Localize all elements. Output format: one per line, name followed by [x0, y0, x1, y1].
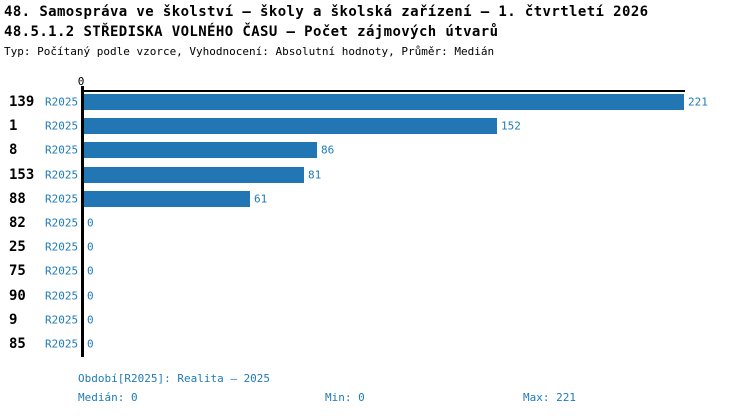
bar — [84, 118, 497, 135]
bar-value-label: 0 — [87, 264, 94, 278]
row-series-label: R2025 — [45, 143, 79, 157]
row-category-label: 25 — [9, 239, 26, 256]
chart-rows: 139 R2025 221 1 R2025 152 8 R2025 86 153… — [0, 90, 750, 356]
row-series-label: R2025 — [45, 168, 79, 182]
stat-max: Max: 221 — [523, 391, 576, 404]
stat-min: Min: 0 — [325, 391, 365, 404]
bar — [84, 190, 250, 207]
row-series-label: R2025 — [45, 240, 79, 254]
bar-value-label: 81 — [308, 168, 322, 182]
row-category-label: 88 — [9, 190, 26, 207]
chart-row: 90 R2025 0 — [0, 284, 750, 308]
bar-value-label: 0 — [87, 240, 94, 254]
row-series-label: R2025 — [45, 119, 79, 133]
chart-row: 82 R2025 0 — [0, 211, 750, 235]
x-axis-line — [81, 90, 685, 92]
row-series-label: R2025 — [45, 216, 79, 230]
row-series-label: R2025 — [45, 313, 79, 327]
bar-value-label: 0 — [87, 289, 94, 303]
row-category-label: 153 — [9, 166, 35, 183]
bar-value-label: 0 — [87, 216, 94, 230]
bar — [84, 166, 304, 183]
row-category-label: 82 — [9, 215, 26, 232]
chart-row: 88 R2025 61 — [0, 187, 750, 211]
chart-row: 9 R2025 0 — [0, 308, 750, 332]
bar-value-label: 0 — [87, 337, 94, 351]
row-category-label: 75 — [9, 263, 26, 280]
chart-row: 8 R2025 86 — [0, 138, 750, 162]
x-axis-zero-tick-label: 0 — [77, 75, 85, 88]
row-series-label: R2025 — [45, 337, 79, 351]
bar-value-label: 86 — [321, 143, 335, 157]
row-category-label: 9 — [9, 311, 18, 328]
chart-row: 1 R2025 152 — [0, 114, 750, 138]
row-category-label: 8 — [9, 142, 18, 159]
bar-value-label: 61 — [254, 192, 268, 206]
bar — [84, 142, 317, 159]
stat-median: Medián: 0 — [78, 391, 138, 404]
row-category-label: 1 — [9, 118, 18, 135]
row-series-label: R2025 — [45, 289, 79, 303]
chart-title: 48.5.1.2 STŘEDISKA VOLNÉHO ČASU – Počet … — [4, 24, 499, 40]
report-title: 48. Samospráva ve školství – školy a ško… — [4, 4, 649, 20]
bar-value-label: 0 — [87, 313, 94, 327]
y-axis-line — [81, 86, 84, 357]
chart-row: 25 R2025 0 — [0, 235, 750, 259]
bar — [84, 94, 684, 111]
chart-subtitle: Typ: Počítaný podle vzorce, Vyhodnocení:… — [4, 45, 495, 58]
chart-row: 153 R2025 81 — [0, 163, 750, 187]
row-category-label: 139 — [9, 94, 35, 111]
period-legend: Období[R2025]: Realita – 2025 — [78, 372, 271, 385]
row-series-label: R2025 — [45, 264, 79, 278]
chart-row: 75 R2025 0 — [0, 259, 750, 283]
bar-value-label: 221 — [688, 95, 708, 109]
chart-row: 139 R2025 221 — [0, 90, 750, 114]
row-category-label: 90 — [9, 287, 26, 304]
row-category-label: 85 — [9, 335, 26, 352]
bar-value-label: 152 — [501, 119, 521, 133]
chart-row: 85 R2025 0 — [0, 332, 750, 356]
row-series-label: R2025 — [45, 95, 79, 109]
row-series-label: R2025 — [45, 192, 79, 206]
